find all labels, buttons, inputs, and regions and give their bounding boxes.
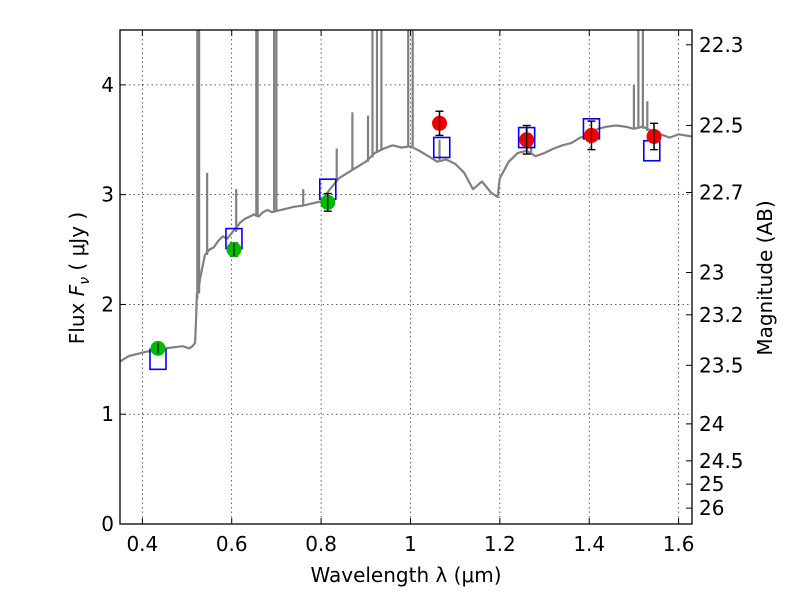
y2-tick-label: 22.3: [699, 33, 744, 57]
x-tick-label: 0.4: [126, 532, 158, 556]
axes: [119, 29, 693, 525]
x-tick-label: 1.6: [663, 532, 695, 556]
y2-tick-label: 23: [699, 261, 724, 285]
y2-axis-label: Magnitude (AB): [753, 200, 777, 355]
ticks: 0.4 0.6 0.8 1 1.2 1.4 1.60123422.322.522.72323…: [101, 30, 744, 556]
grid: [120, 30, 692, 525]
y2-tick-label: 25: [699, 472, 724, 496]
spectrum-line: [120, 124, 692, 363]
y-axis-label-post: ( μJy ): [65, 212, 89, 277]
y-tick-label: 3: [101, 183, 114, 207]
plot-area: [120, 30, 692, 371]
y2-tick-label: 24: [699, 412, 724, 436]
y2-tick-label: 26: [699, 496, 724, 520]
model-square-marker: [432, 136, 451, 159]
x-tick-label: 1: [404, 532, 417, 556]
x-tick-label: 1.2: [484, 532, 516, 556]
y-axis-label-main: F: [65, 284, 89, 296]
y-axis-label-sub: ν: [77, 277, 93, 285]
y-axis-label-pre: Flux: [65, 296, 89, 344]
y2-tick-label: 22.5: [699, 113, 744, 137]
y-tick-label: 1: [101, 402, 114, 426]
y2-tick-label: 23.5: [699, 353, 744, 377]
y-axis-label: Flux Fν ( μJy ): [65, 212, 93, 344]
y2-tick-label: 23.2: [699, 303, 744, 327]
y-tick-label: 4: [101, 73, 114, 97]
x-axis-label: Wavelength λ (μm): [310, 563, 501, 587]
model-square-marker: [642, 139, 661, 162]
x-tick-label: 0.8: [305, 532, 337, 556]
y2-tick-label: 24.5: [699, 449, 744, 473]
x-tick-label: 0.6: [216, 532, 248, 556]
y-tick-label: 0: [101, 512, 114, 536]
y-tick-label: 2: [101, 292, 114, 316]
axes-frame: [119, 29, 693, 525]
x-tick-label: 1.4: [573, 532, 605, 556]
y2-tick-label: 22.7: [699, 180, 744, 204]
